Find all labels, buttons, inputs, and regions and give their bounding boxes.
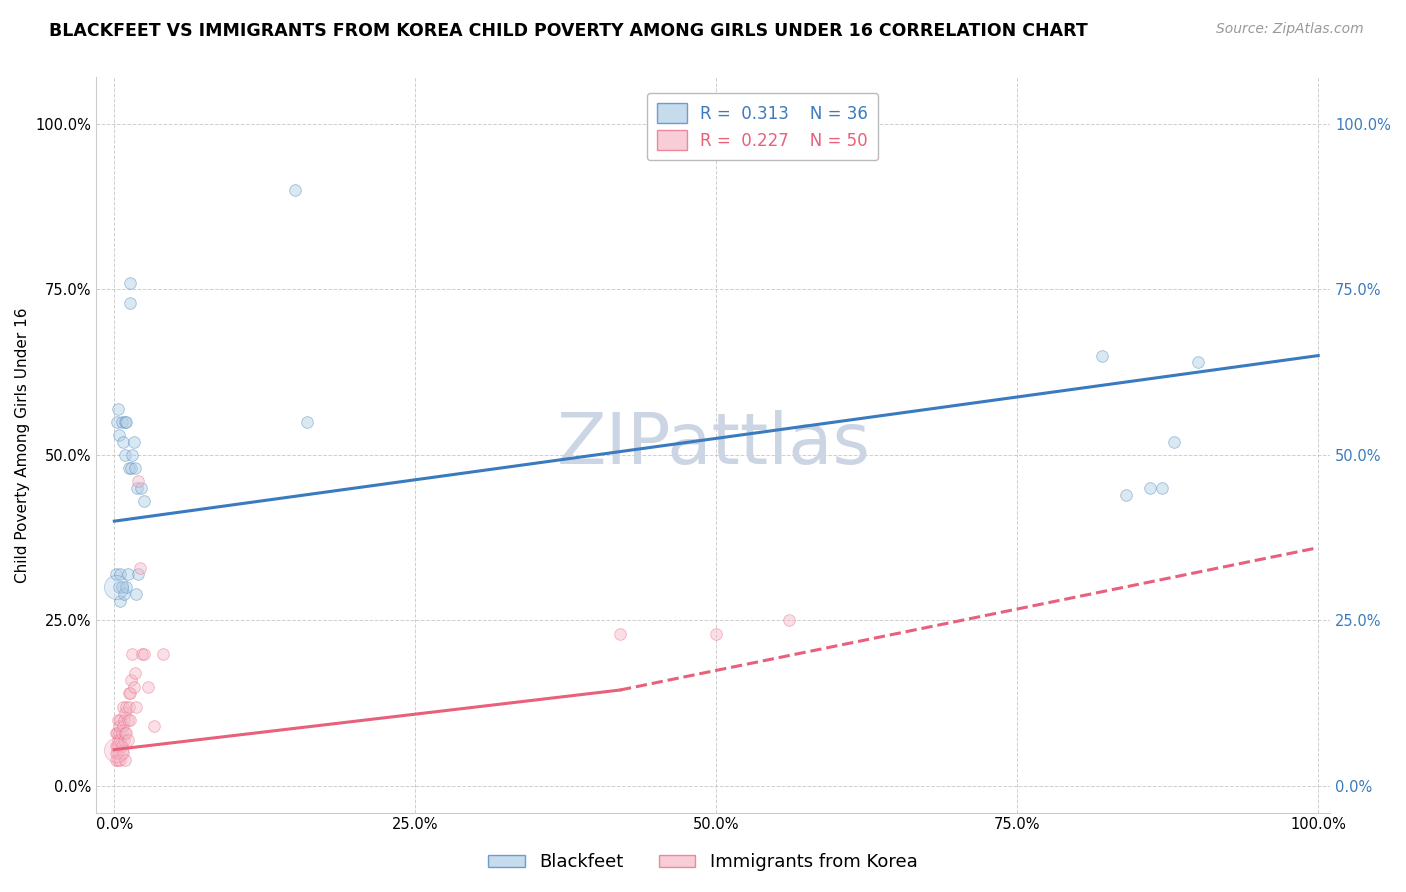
Text: ZIPattlas: ZIPattlas: [557, 410, 870, 480]
Point: [114, 415, 136, 429]
Point: [1139, 481, 1161, 495]
Point: [110, 593, 132, 607]
Point: [1115, 488, 1137, 502]
Point: [110, 732, 132, 747]
Point: [121, 647, 143, 661]
Point: [118, 699, 141, 714]
Point: [108, 746, 131, 760]
Point: [111, 719, 134, 733]
Point: [108, 580, 131, 594]
Point: [128, 560, 150, 574]
Point: [124, 666, 146, 681]
Point: [609, 626, 631, 640]
Point: [114, 706, 136, 721]
Point: [105, 746, 128, 760]
Point: [104, 742, 127, 756]
Point: [110, 580, 132, 594]
Point: [110, 753, 132, 767]
Point: [115, 699, 138, 714]
Point: [114, 726, 136, 740]
Point: [127, 567, 149, 582]
Point: [136, 680, 159, 694]
Point: [104, 567, 127, 582]
Point: [118, 686, 141, 700]
Point: [114, 448, 136, 462]
Point: [105, 739, 128, 754]
Point: [284, 183, 307, 197]
Point: [108, 719, 131, 733]
Point: [122, 680, 145, 694]
Point: [104, 746, 127, 760]
Point: [121, 448, 143, 462]
Point: [131, 647, 153, 661]
Point: [143, 719, 166, 733]
Point: [118, 713, 141, 727]
Point: [778, 614, 800, 628]
Point: [104, 580, 127, 594]
Text: Source: ZipAtlas.com: Source: ZipAtlas.com: [1216, 22, 1364, 37]
Point: [107, 739, 129, 754]
Point: [104, 753, 127, 767]
Point: [125, 587, 148, 601]
Point: [114, 753, 136, 767]
Point: [117, 713, 139, 727]
Point: [120, 673, 142, 687]
Point: [1187, 355, 1209, 369]
Point: [295, 415, 318, 429]
Point: [118, 461, 141, 475]
Point: [110, 713, 132, 727]
Point: [118, 276, 141, 290]
Point: [104, 739, 127, 754]
Point: [107, 753, 129, 767]
Point: [105, 726, 128, 740]
Point: [104, 726, 127, 740]
Point: [120, 461, 142, 475]
Point: [704, 626, 727, 640]
Point: [118, 686, 141, 700]
Point: [111, 699, 134, 714]
Point: [117, 567, 139, 582]
Point: [134, 647, 156, 661]
Point: [152, 647, 174, 661]
Point: [112, 732, 135, 747]
Point: [110, 567, 132, 582]
Y-axis label: Child Poverty Among Girls Under 16: Child Poverty Among Girls Under 16: [15, 307, 30, 582]
Point: [1090, 349, 1112, 363]
Text: BLACKFEET VS IMMIGRANTS FROM KOREA CHILD POVERTY AMONG GIRLS UNDER 16 CORRELATIO: BLACKFEET VS IMMIGRANTS FROM KOREA CHILD…: [49, 22, 1088, 40]
Point: [125, 699, 148, 714]
Point: [122, 434, 145, 449]
Point: [110, 726, 132, 740]
Point: [124, 461, 146, 475]
Point: [111, 746, 134, 760]
Point: [127, 481, 149, 495]
Point: [112, 587, 135, 601]
Point: [107, 401, 129, 416]
Point: [117, 732, 139, 747]
Point: [108, 428, 131, 442]
Point: [112, 713, 135, 727]
Point: [118, 295, 141, 310]
Point: [111, 434, 134, 449]
Point: [110, 739, 132, 754]
Point: [107, 732, 129, 747]
Point: [115, 726, 138, 740]
Legend: Blackfeet, Immigrants from Korea: Blackfeet, Immigrants from Korea: [481, 847, 925, 879]
Point: [108, 726, 131, 740]
Point: [127, 475, 149, 489]
Point: [110, 415, 132, 429]
Point: [1150, 481, 1173, 495]
Point: [115, 415, 138, 429]
Point: [129, 481, 152, 495]
Point: [107, 713, 129, 727]
Point: [105, 415, 128, 429]
Point: [134, 494, 156, 508]
Legend: R =  0.313    N = 36, R =  0.227    N = 50: R = 0.313 N = 36, R = 0.227 N = 50: [647, 93, 879, 161]
Point: [1163, 434, 1185, 449]
Point: [115, 580, 138, 594]
